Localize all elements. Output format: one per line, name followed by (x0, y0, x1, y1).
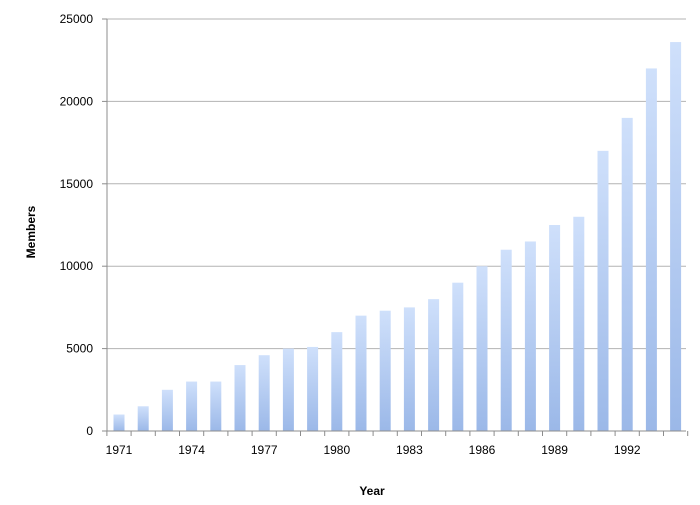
bar-1971 (113, 414, 125, 431)
bar-1994 (670, 42, 682, 432)
bar-1991 (597, 150, 609, 431)
bar-1985 (452, 282, 464, 431)
bar-1979 (307, 346, 319, 431)
y-tick-label: 25000 (60, 12, 94, 26)
y-tick-label: 20000 (60, 94, 94, 108)
gridlines (102, 18, 686, 432)
bar-1980 (331, 332, 343, 431)
bar-1989 (549, 225, 561, 431)
bar-1992 (621, 117, 633, 431)
x-tick-label: 1992 (614, 443, 641, 457)
bar-1974 (186, 381, 198, 431)
bar-1982 (379, 310, 391, 431)
y-tick-label: 0 (86, 424, 93, 438)
bar-1972 (137, 406, 149, 431)
x-tick-label: 1989 (541, 443, 568, 457)
y-tick-label: 5000 (66, 342, 93, 356)
bar-1990 (573, 216, 585, 431)
x-tick-label: 1986 (469, 443, 496, 457)
bar-1984 (428, 299, 440, 431)
bar-1993 (645, 68, 657, 431)
x-tick-label: 1971 (106, 443, 133, 457)
bars (113, 42, 682, 432)
bar-1986 (476, 266, 488, 431)
bar-1975 (210, 381, 222, 431)
bar-1988 (524, 241, 536, 431)
y-tick-label: 10000 (60, 259, 94, 273)
axes (106, 19, 689, 436)
y-axis-title: Members (24, 205, 38, 258)
x-tick-label: 1980 (323, 443, 350, 457)
y-tick-labels: 0 5000 10000 15000 20000 25000 (60, 12, 94, 438)
bar-1983 (403, 307, 415, 431)
bar-1987 (500, 249, 512, 431)
x-tick-label: 1974 (178, 443, 205, 457)
x-tick-label: 1983 (396, 443, 423, 457)
bar-1981 (355, 315, 367, 431)
x-tick-label: 1977 (251, 443, 278, 457)
x-axis-title: Year (359, 484, 385, 498)
x-tick-labels: 1971 1974 1977 1980 1983 1986 1989 1992 (106, 443, 641, 457)
bar-1978 (282, 348, 294, 431)
y-tick-label: 15000 (60, 177, 94, 191)
bar-1973 (161, 389, 173, 431)
bar-1977 (258, 355, 270, 431)
bar-1976 (234, 365, 246, 431)
